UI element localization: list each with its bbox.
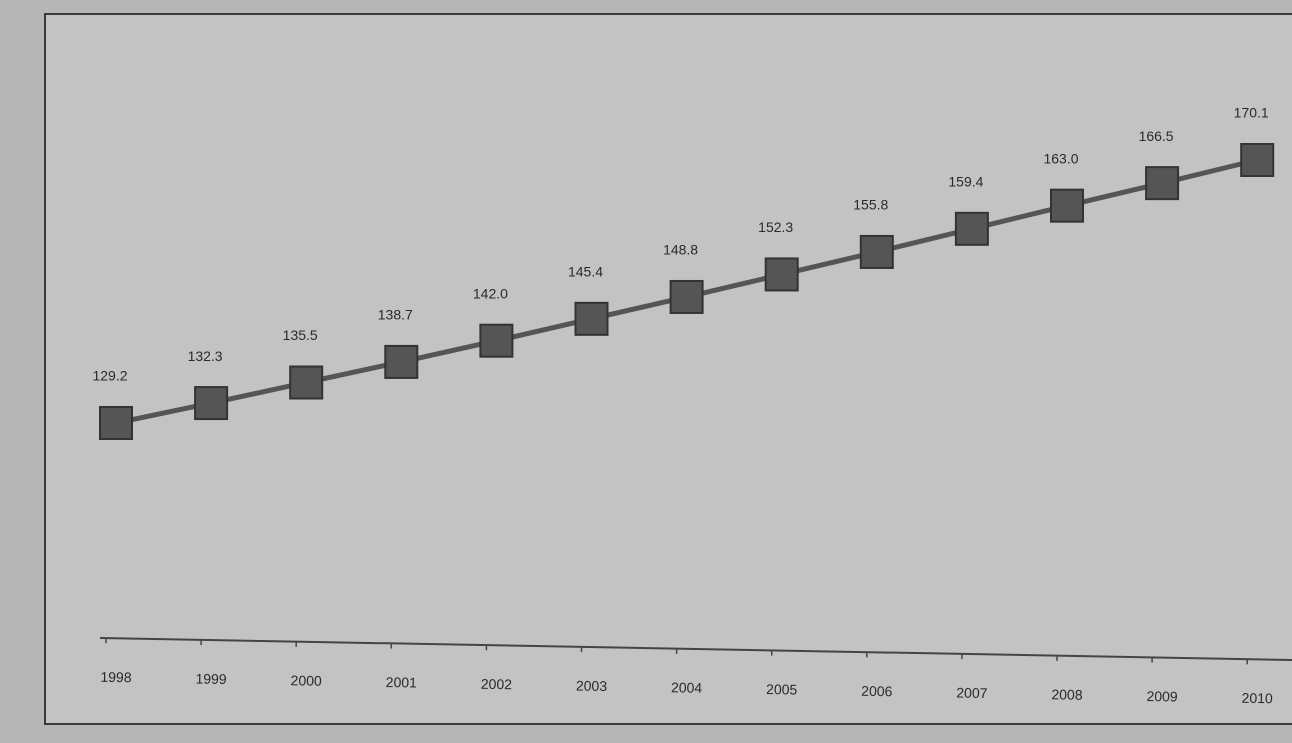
data-label: 129.2 (92, 368, 127, 384)
x-tick-label: 2001 (386, 674, 418, 691)
marker (1145, 166, 1180, 201)
x-tick-label: 2000 (291, 672, 323, 689)
data-label: 152.3 (758, 219, 793, 235)
x-tick-label: 2010 (1242, 690, 1274, 707)
marker (99, 406, 133, 440)
data-label: 135.5 (283, 327, 318, 343)
x-axis (99, 637, 1292, 661)
data-label: 148.8 (663, 242, 698, 258)
data-label: 138.7 (378, 307, 413, 323)
chart-frame (44, 13, 1292, 725)
x-tick-label: 2009 (1146, 688, 1178, 705)
marker (194, 386, 229, 421)
marker (764, 257, 799, 292)
x-tick-label: 2008 (1051, 686, 1083, 703)
marker (954, 211, 989, 246)
x-tick-label: 1998 (100, 669, 132, 686)
data-label: 163.0 (1043, 150, 1078, 166)
x-tick-label: 1999 (195, 670, 227, 687)
data-label: 155.8 (853, 197, 888, 213)
marker (574, 301, 609, 336)
data-label: 142.0 (473, 285, 508, 301)
x-tick-label: 2006 (861, 683, 893, 700)
x-tick-label: 2002 (481, 676, 513, 693)
x-tick-label: 2005 (766, 681, 798, 698)
x-tick-label: 2003 (576, 678, 608, 695)
x-tick-label: 2004 (671, 679, 703, 696)
data-label: 170.1 (1234, 105, 1269, 121)
marker (384, 344, 419, 379)
marker (1050, 188, 1084, 223)
marker (479, 323, 514, 358)
marker (289, 365, 324, 400)
marker (669, 279, 704, 314)
x-tick-label: 2007 (956, 685, 988, 702)
data-label: 159.4 (948, 174, 983, 190)
marker (859, 234, 894, 269)
marker (1240, 143, 1275, 177)
data-label: 145.4 (568, 264, 603, 280)
data-label: 132.3 (188, 348, 223, 364)
data-label: 166.5 (1139, 128, 1174, 144)
